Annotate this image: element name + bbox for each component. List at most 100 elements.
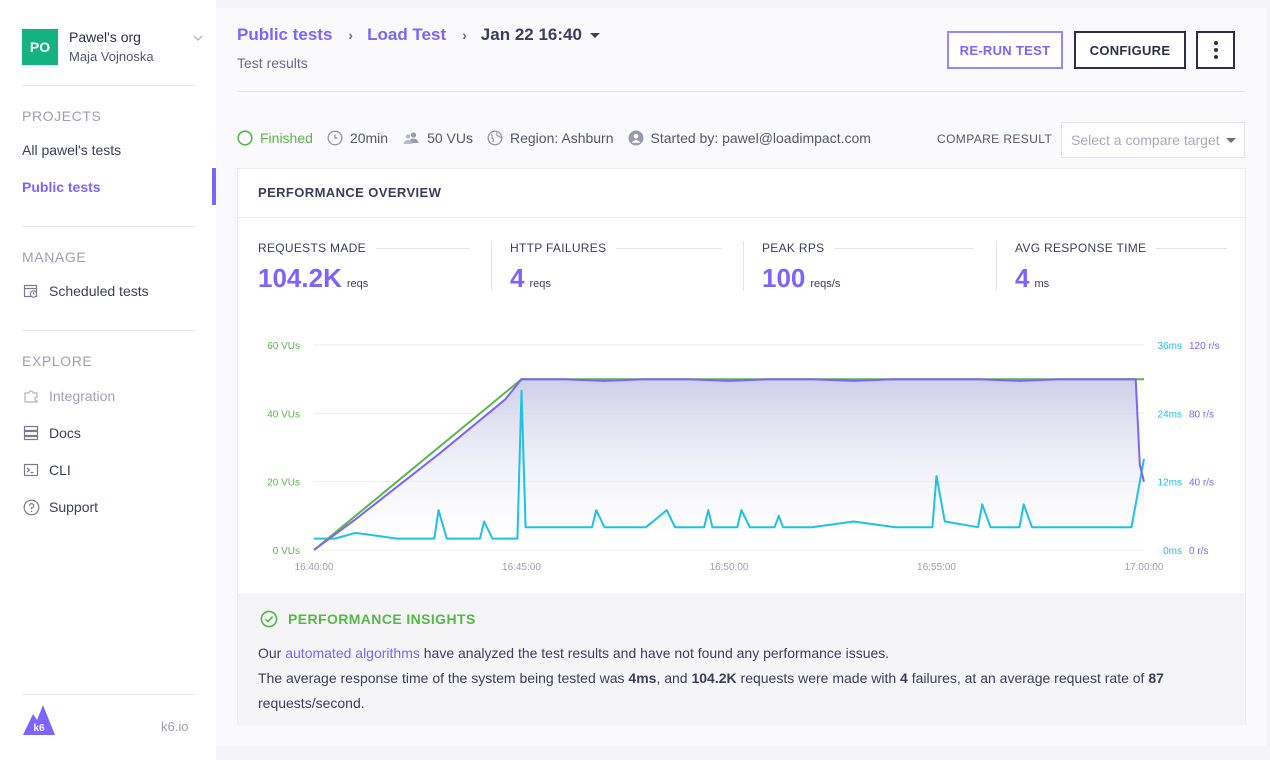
- rerun-test-button[interactable]: RE-RUN TEST: [947, 31, 1063, 69]
- test-status-bar: Finished 20min 50 VUs Region: Ashburn St…: [237, 130, 885, 146]
- status-duration: 20min: [327, 130, 388, 146]
- sidebar-item-support[interactable]: Support: [22, 498, 98, 516]
- users-icon: [402, 130, 420, 146]
- sidebar-item-label: Public tests: [22, 179, 101, 195]
- metric-peak-rps: PEAK RPS 100 reqs/s: [762, 241, 974, 294]
- metric-unit: ms: [1034, 278, 1050, 290]
- status-started-by: Started by: pawel@loadimpact.com: [628, 130, 871, 146]
- sidebar-item-docs[interactable]: Docs: [22, 424, 81, 442]
- insights-text-part: failures, at an average request rate of: [907, 670, 1149, 686]
- y-tick-label-left: 0 VUs: [273, 546, 300, 557]
- caret-down-icon[interactable]: [589, 32, 600, 38]
- automated-algorithms-link[interactable]: automated algorithms: [285, 645, 420, 661]
- org-avatar: PO: [22, 29, 58, 65]
- projects-heading: PROJECTS: [22, 108, 102, 124]
- status-region: Region: Ashburn: [487, 130, 614, 146]
- more-options-button[interactable]: [1196, 31, 1235, 69]
- sidebar-item-label: All pawel's tests: [22, 142, 122, 158]
- caret-down-icon: [1226, 138, 1236, 143]
- sidebar-item-all-tests[interactable]: All pawel's tests: [22, 142, 121, 158]
- y-tick-label-rps: 0 r/s: [1189, 546, 1208, 557]
- logo-text: k6: [33, 723, 45, 734]
- y-tick-label-ms: 24ms: [1158, 409, 1182, 420]
- rps-series-line: [313, 378, 1145, 551]
- sidebar-item-scheduled-tests[interactable]: Scheduled tests: [22, 282, 149, 300]
- performance-chart[interactable]: 0 VUs 20 VUs 40 VUs 60 VUs 0ms 12ms 24ms 36ms 0 …: [238, 331, 1245, 581]
- compare-target-placeholder: Select a compare target: [1071, 132, 1220, 148]
- insights-text: Our automated algorithms have analyzed t…: [258, 641, 1198, 716]
- insights-value: 87: [1148, 670, 1164, 686]
- org-switcher[interactable]: PO Pawel's org Maja Vojnoska: [22, 28, 206, 66]
- manage-heading: MANAGE: [22, 249, 87, 265]
- k6-site-link[interactable]: k6.io: [161, 719, 189, 734]
- terminal-icon: [22, 461, 40, 479]
- sidebar-item-label: Scheduled tests: [49, 283, 149, 299]
- more-vertical-icon-dot: [1213, 55, 1218, 59]
- started-by-text: Started by: pawel@loadimpact.com: [650, 130, 871, 146]
- metric-separator: [743, 241, 744, 291]
- status-text: Finished: [260, 130, 313, 146]
- performance-insights: PERFORMANCE INSIGHTS Our automated algor…: [238, 593, 1245, 725]
- calendar-clock-icon: [22, 282, 40, 300]
- metric-label: PEAK RPS: [762, 241, 974, 255]
- compare-result-label: COMPARE RESULT: [937, 132, 1053, 146]
- sidebar-item-label: Support: [49, 499, 99, 515]
- sidebar-item-label: Integration: [49, 388, 116, 404]
- metric-value: 4: [510, 263, 525, 293]
- metric-value: 4: [1015, 263, 1030, 293]
- status-vus: 50 VUs: [402, 130, 473, 146]
- compare-target-select[interactable]: Select a compare target: [1061, 122, 1245, 158]
- response-time-series-line: [314, 389, 1145, 540]
- puzzle-icon: [22, 387, 40, 405]
- y-tick-label-left: 20 VUs: [267, 478, 300, 489]
- insights-text-part: requests/second.: [258, 695, 365, 711]
- card-divider: [238, 217, 1245, 218]
- y-tick-label-left: 40 VUs: [267, 409, 300, 420]
- y-tick-label-rps: 40 r/s: [1189, 478, 1214, 489]
- y-tick-label-ms: 0ms: [1163, 546, 1182, 557]
- metric-http-failures: HTTP FAILURES 4 reqs: [510, 241, 722, 294]
- performance-overview-card: PERFORMANCE OVERVIEW REQUESTS MADE 104.2…: [237, 168, 1246, 725]
- x-tick-label: 16:55:00: [917, 562, 956, 573]
- active-indicator: [212, 168, 216, 205]
- metric-label: REQUESTS MADE: [258, 241, 470, 255]
- configure-button[interactable]: CONFIGURE: [1074, 31, 1186, 69]
- insights-text-part: Our: [258, 645, 286, 661]
- metric-value: 100: [762, 263, 806, 293]
- vus-text: 50 VUs: [427, 130, 473, 146]
- clock-icon: [327, 130, 343, 146]
- sidebar: PO Pawel's org Maja Vojnoska PROJECTS Al…: [0, 0, 216, 760]
- sidebar-item-label: Docs: [49, 425, 81, 441]
- sidebar-item-cli[interactable]: CLI: [22, 461, 71, 479]
- metric-label: HTTP FAILURES: [510, 241, 722, 255]
- sidebar-item-public-tests[interactable]: Public tests: [22, 179, 101, 195]
- insights-text-part: , and: [656, 670, 692, 686]
- breadcrumb-run-selector[interactable]: Jan 22 16:40: [480, 25, 582, 44]
- explore-heading: EXPLORE: [22, 353, 93, 369]
- y-tick-label-rps: 120 r/s: [1189, 341, 1220, 352]
- metric-separator: [491, 241, 492, 291]
- x-tick-label: 16:40:00: [295, 562, 334, 573]
- check-circle-icon: [237, 130, 253, 146]
- org-name: Pawel's org: [69, 29, 141, 45]
- insights-text-part: requests were made with: [736, 670, 901, 686]
- insights-title: PERFORMANCE INSIGHTS: [288, 611, 476, 627]
- breadcrumb-load-test[interactable]: Load Test: [367, 25, 447, 44]
- y-tick-label-ms: 12ms: [1158, 478, 1182, 489]
- x-tick-label: 17:00:00: [1125, 562, 1164, 573]
- insights-value: 4ms: [628, 670, 657, 686]
- header-divider: [237, 91, 1245, 92]
- insights-value: 104.2K: [691, 670, 737, 686]
- insights-text-part: have analyzed the test results and have …: [419, 645, 890, 661]
- page-subtitle: Test results: [237, 55, 308, 71]
- card-title: PERFORMANCE OVERVIEW: [258, 185, 442, 200]
- breadcrumb-public-tests[interactable]: Public tests: [237, 25, 333, 44]
- insights-text-part: The average response time of the system …: [258, 670, 629, 686]
- sidebar-divider: [22, 226, 195, 227]
- sidebar-item-integration[interactable]: Integration: [22, 387, 115, 405]
- chevron-right-icon: ›: [348, 27, 354, 43]
- k6-logo[interactable]: k6: [22, 704, 56, 736]
- status-finished: Finished: [237, 130, 313, 146]
- y-tick-label-rps: 80 r/s: [1189, 409, 1214, 420]
- metric-value: 104.2K: [258, 263, 342, 293]
